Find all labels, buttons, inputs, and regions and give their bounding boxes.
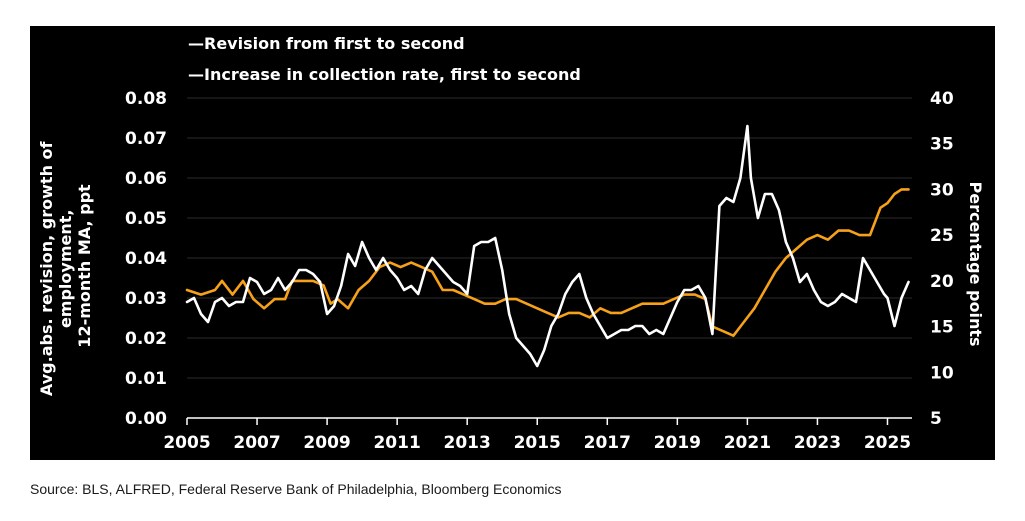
x-tick-label: 2015: [514, 433, 561, 453]
y-left-tick-label: 0.05: [125, 209, 167, 229]
grid-layer: [187, 97, 912, 379]
y-right-tick-label: 10: [930, 363, 954, 383]
y-right-tick-label: 15: [930, 318, 954, 338]
right-axis-title: Percentage points: [966, 181, 985, 346]
x-tick-label: 2011: [373, 433, 420, 453]
x-tick-label: 2021: [724, 433, 771, 453]
left-axis-title-line-1: Avg.abs. revision, growth of: [37, 140, 56, 396]
y-right-tick-label: 35: [930, 135, 954, 155]
y-left-tick-label: 0.02: [125, 329, 167, 349]
y-right-tick-label: 30: [930, 180, 954, 200]
source-note: Source: BLS, ALFRED, Federal Reserve Ban…: [30, 481, 562, 497]
y-left-tick-label: 0.06: [125, 169, 167, 189]
y-left-tick-label: 0.03: [125, 289, 167, 309]
legend-collection-rate-label: —Increase in collection rate, first to s…: [188, 65, 581, 84]
y-right-tick-label: 40: [930, 89, 954, 109]
left-axis-title-line-3: 12-month MA, ppt: [75, 184, 94, 348]
y-left-tick-label: 0.04: [125, 249, 167, 269]
legend: —Revision from first to second —Increase…: [188, 34, 581, 84]
x-tick-label: 2025: [864, 433, 911, 453]
y-right-tick-label: 20: [930, 272, 954, 292]
x-tick-label: 2009: [303, 433, 350, 453]
y-left-tick-label: 0.07: [125, 129, 167, 149]
x-tick-label: 2019: [654, 433, 701, 453]
series-line-revision: [185, 124, 910, 368]
y-left-tick-label: 0.01: [125, 369, 167, 389]
y-right-tick-label: 25: [930, 226, 954, 246]
series-line-collection-rate: [185, 188, 910, 338]
tick-layer: 0.00 0.01 0.02 0.03 0.04 0.05 0.06 0.07 0.08 5 10 1…: [125, 89, 954, 453]
y-left-tick-label: 0.00: [125, 409, 167, 429]
y-left-tick-label: 0.08: [125, 89, 167, 109]
left-axis-title: Avg.abs. revision, growth of employment,…: [37, 136, 94, 396]
legend-revision-label: —Revision from first to second: [188, 34, 465, 53]
left-axis-title-line-2: employment,: [56, 210, 75, 329]
x-tick-label: 2023: [794, 433, 841, 453]
x-tick-label: 2005: [163, 433, 210, 453]
series-layer: [185, 124, 910, 368]
y-right-tick-label: 5: [930, 409, 942, 429]
x-tick-label: 2017: [584, 433, 631, 453]
x-tick-label: 2013: [444, 433, 491, 453]
x-tick-label: 2007: [233, 433, 280, 453]
chart-panel: 0.00 0.01 0.02 0.03 0.04 0.05 0.06 0.07 0.08 5 10 1…: [30, 26, 995, 460]
line-chart: 0.00 0.01 0.02 0.03 0.04 0.05 0.06 0.07 0.08 5 10 1…: [37, 34, 985, 453]
